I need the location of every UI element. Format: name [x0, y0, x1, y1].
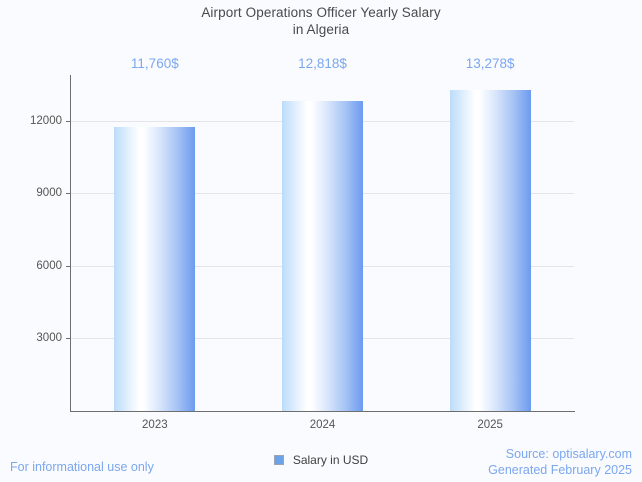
chart-legend: Salary in USD: [0, 453, 642, 467]
tick-mark: [66, 120, 71, 122]
chart-title-line-1: Airport Operations Officer Yearly Salary: [201, 5, 441, 20]
x-axis-label-2024: 2024: [309, 419, 336, 431]
x-axis-label-2025: 2025: [477, 419, 503, 431]
source-text: Source: optisalary.com: [505, 447, 632, 461]
legend-item-label: Salary in USD: [292, 453, 369, 467]
bar-value-label-2024: 12,818$: [298, 56, 347, 71]
legend-swatch-icon: [273, 455, 284, 465]
y-tick-label: 6000: [36, 259, 62, 272]
disclaimer-text: For informational use only: [10, 460, 154, 474]
x-axis-line: [70, 411, 575, 412]
tick-mark: [66, 193, 71, 195]
bar-value-label-2023: 11,760$: [130, 56, 179, 71]
generated-date-text: Generated February 2025: [488, 463, 632, 477]
tick-mark: [66, 338, 71, 340]
bar-2023[interactable]: [114, 126, 196, 411]
y-tick-label: 12000: [30, 114, 62, 127]
bar-value-label-2025: 13,278$: [465, 56, 515, 71]
bar-2024[interactable]: [282, 101, 363, 411]
x-axis-label-2023: 2023: [142, 419, 168, 431]
y-tick-label: 3000: [36, 332, 62, 345]
chart-title-line-2: in Algeria: [292, 22, 350, 37]
y-axis-line: [70, 75, 71, 412]
y-tick-label: 9000: [36, 187, 62, 200]
tick-mark: [66, 265, 71, 267]
chart-title: Airport Operations Officer Yearly Salary…: [0, 4, 642, 38]
bar-2025[interactable]: [449, 90, 531, 411]
source-attribution: Source: optisalary.com Generated Februar…: [488, 446, 632, 478]
plot-area: 3000 6000 9000 12000: [30, 75, 574, 411]
